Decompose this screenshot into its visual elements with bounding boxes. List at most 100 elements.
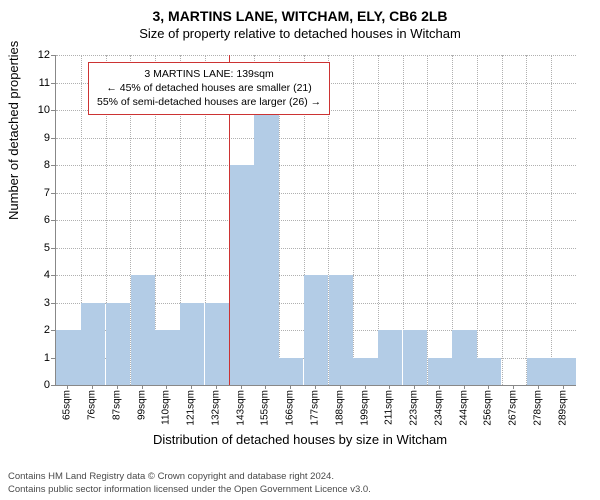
xtick-label: 155sqm: [260, 390, 271, 426]
ytick-label: 3: [26, 297, 50, 309]
xtick-mark: [513, 385, 514, 389]
xtick-mark: [315, 385, 316, 389]
gridline-h: [56, 193, 576, 194]
xtick-label: 289sqm: [557, 390, 568, 426]
bar: [106, 303, 130, 386]
bar: [131, 275, 155, 385]
xtick-label: 211sqm: [384, 390, 395, 425]
gridline-h: [56, 220, 576, 221]
bar: [477, 358, 501, 386]
xtick-mark: [414, 385, 415, 389]
ytick-mark: [51, 165, 55, 166]
ytick-label: 7: [26, 187, 50, 199]
gridline-v: [526, 55, 527, 385]
ytick-mark: [51, 275, 55, 276]
gridline-h: [56, 165, 576, 166]
bar: [230, 165, 254, 385]
xtick-label: 87sqm: [111, 390, 122, 420]
xtick-label: 65sqm: [62, 390, 73, 420]
xtick-label: 99sqm: [136, 390, 147, 420]
xtick-mark: [563, 385, 564, 389]
ytick-label: 6: [26, 214, 50, 226]
footer-attribution: Contains HM Land Registry data © Crown c…: [8, 471, 371, 496]
xtick-mark: [67, 385, 68, 389]
y-axis-label: Number of detached properties: [6, 41, 21, 220]
ytick-label: 12: [26, 49, 50, 61]
xtick-mark: [439, 385, 440, 389]
xtick-mark: [241, 385, 242, 389]
bar: [452, 330, 476, 385]
info-box: 3 MARTINS LANE: 139sqm← 45% of detached …: [88, 62, 330, 115]
ytick-label: 2: [26, 324, 50, 336]
gridline-v: [353, 55, 354, 385]
gridline-v: [551, 55, 552, 385]
footer-line1: Contains HM Land Registry data © Crown c…: [8, 471, 371, 483]
gridline-v: [477, 55, 478, 385]
ytick-mark: [51, 220, 55, 221]
xtick-label: 199sqm: [359, 390, 370, 426]
ytick-label: 1: [26, 352, 50, 364]
info-box-line3: 55% of semi-detached houses are larger (…: [97, 95, 321, 109]
bar: [155, 330, 179, 385]
xtick-mark: [538, 385, 539, 389]
ytick-label: 0: [26, 379, 50, 391]
xtick-label: 278sqm: [532, 390, 543, 426]
xtick-mark: [389, 385, 390, 389]
xtick-label: 188sqm: [334, 390, 345, 426]
ytick-mark: [51, 385, 55, 386]
gridline-h: [56, 248, 576, 249]
chart-title: 3, MARTINS LANE, WITCHAM, ELY, CB6 2LB: [0, 0, 600, 24]
gridline-v: [502, 55, 503, 385]
xtick-mark: [166, 385, 167, 389]
bar: [329, 275, 353, 385]
bar: [56, 330, 80, 385]
xtick-mark: [92, 385, 93, 389]
bar: [81, 303, 105, 386]
bar: [403, 330, 427, 385]
footer-line2: Contains public sector information licen…: [8, 484, 371, 496]
xtick-mark: [365, 385, 366, 389]
xtick-label: 143sqm: [235, 390, 246, 426]
bar: [551, 358, 575, 386]
ytick-label: 10: [26, 104, 50, 116]
xtick-label: 234sqm: [433, 390, 444, 426]
xtick-label: 121sqm: [186, 390, 197, 426]
xtick-label: 132sqm: [210, 390, 221, 426]
xtick-mark: [216, 385, 217, 389]
xtick-label: 267sqm: [508, 390, 519, 426]
bar: [304, 275, 328, 385]
bar: [254, 110, 278, 385]
ytick-mark: [51, 358, 55, 359]
bar: [353, 358, 377, 386]
bar: [428, 358, 452, 386]
info-box-line1: 3 MARTINS LANE: 139sqm: [97, 67, 321, 81]
bar: [378, 330, 402, 385]
gridline-h: [56, 138, 576, 139]
ytick-label: 8: [26, 159, 50, 171]
bar: [279, 358, 303, 386]
chart-subtitle: Size of property relative to detached ho…: [0, 24, 600, 47]
xtick-label: 244sqm: [458, 390, 469, 426]
ytick-label: 9: [26, 132, 50, 144]
x-axis-label: Distribution of detached houses by size …: [0, 432, 600, 447]
ytick-mark: [51, 110, 55, 111]
gridline-h: [56, 55, 576, 56]
xtick-label: 223sqm: [409, 390, 420, 426]
xtick-mark: [340, 385, 341, 389]
ytick-mark: [51, 138, 55, 139]
bar: [205, 303, 229, 386]
ytick-mark: [51, 83, 55, 84]
xtick-label: 256sqm: [483, 390, 494, 426]
xtick-label: 110sqm: [161, 390, 172, 425]
xtick-mark: [142, 385, 143, 389]
ytick-mark: [51, 248, 55, 249]
xtick-label: 166sqm: [285, 390, 296, 426]
ytick-mark: [51, 330, 55, 331]
gridline-v: [427, 55, 428, 385]
xtick-label: 177sqm: [310, 390, 321, 426]
xtick-mark: [191, 385, 192, 389]
xtick-mark: [265, 385, 266, 389]
ytick-label: 11: [26, 77, 50, 89]
xtick-mark: [290, 385, 291, 389]
xtick-mark: [117, 385, 118, 389]
